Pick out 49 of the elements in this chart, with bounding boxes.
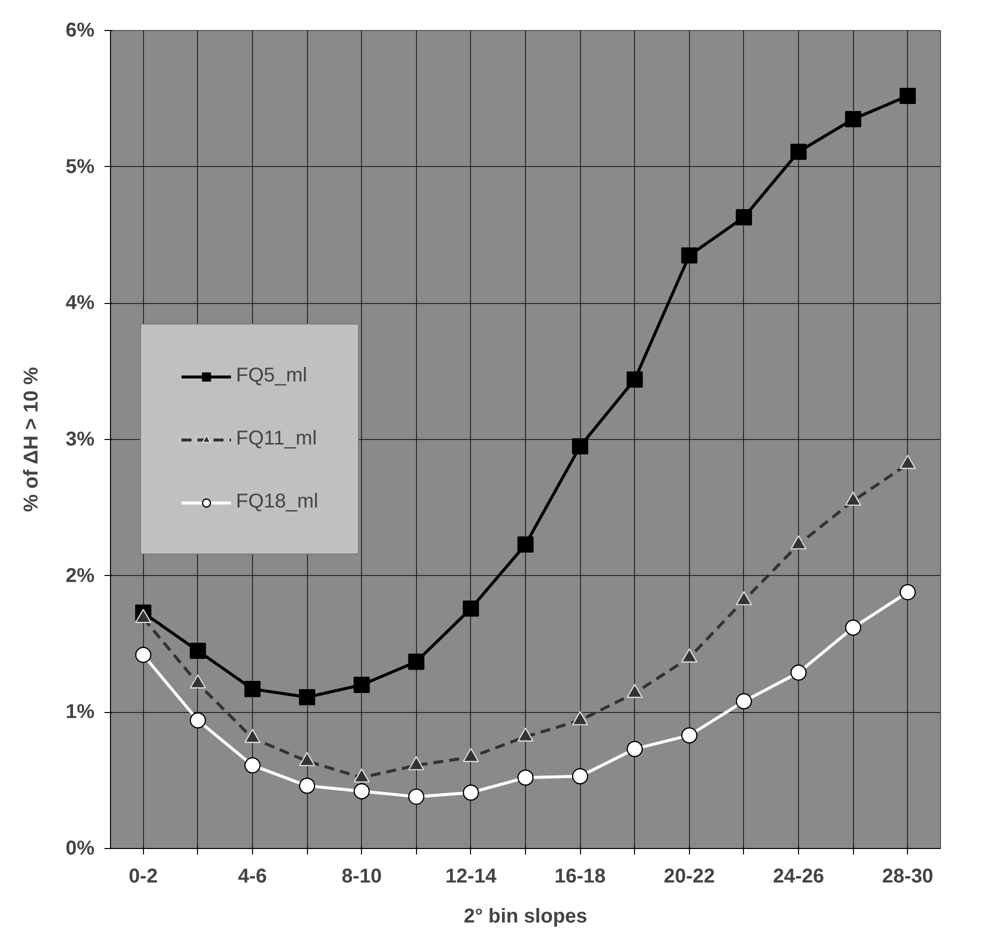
point [462,784,479,801]
point [626,371,643,388]
point [244,757,261,774]
x-axis-title: 2° bin slopes [464,906,588,928]
point [790,664,807,681]
x-tick-label: 24-26 [772,866,824,888]
y-tick-label: 4% [66,292,95,314]
x-tick-label: 28-30 [882,866,934,888]
x-tick-label: 12-14 [445,866,498,888]
point [135,646,152,663]
point [190,712,206,728]
legend-label: FQ11_ml [236,428,317,450]
point [462,600,479,617]
point [736,209,752,226]
point [681,247,698,264]
point [408,788,424,805]
y-tick-label: 1% [66,701,95,724]
y-axis-title: % of ΔH > 10 % [20,366,43,512]
point [298,778,316,794]
y-tick-label: 0% [66,838,95,860]
x-tick-label: 20-22 [664,866,715,888]
x-tick-label: 0-2 [128,866,158,888]
point [408,654,424,670]
x-tick-label: 16-18 [554,866,606,888]
point [736,693,752,710]
point [190,642,206,659]
point [298,689,316,706]
x-tick-label: 8-10 [342,866,382,888]
point [626,740,643,758]
point [517,770,534,786]
point [244,680,261,698]
legend-label: FQ5_ml [236,364,308,388]
y-tick-label: 6% [66,20,95,42]
point [517,536,534,553]
point [790,144,807,160]
y-tick-label: 5% [66,156,95,178]
point [681,727,698,744]
legend-label: FQ18_ml [236,490,318,514]
point [572,438,588,454]
point [845,111,862,128]
point [354,676,370,693]
point [845,620,862,636]
point [572,768,588,784]
point [900,584,916,600]
y-tick-label: 2% [66,564,95,587]
y-tick-label: 3% [66,428,95,450]
point [900,88,916,104]
point [354,783,370,800]
x-tick-label: 4-6 [238,866,267,888]
